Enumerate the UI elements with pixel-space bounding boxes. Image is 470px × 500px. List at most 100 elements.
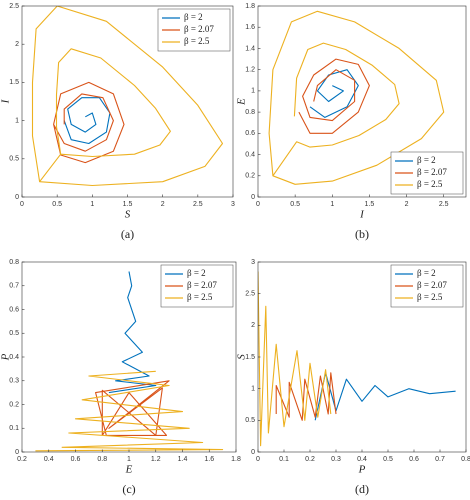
caption: (d) xyxy=(355,482,369,496)
x-tick-label: 0.5 xyxy=(383,456,393,463)
x-tick-label: 2 xyxy=(161,201,165,208)
trajectory xyxy=(95,380,170,436)
y-tick-label: 2.5 xyxy=(9,3,19,10)
y-axis-label: E xyxy=(236,98,248,106)
x-tick-label: 0.8 xyxy=(97,456,107,463)
plot-area xyxy=(31,6,224,187)
x-tick-label: 0.5 xyxy=(52,201,62,208)
axes-box xyxy=(257,5,467,198)
x-tick-label: 0.5 xyxy=(290,201,300,208)
trajectory xyxy=(35,370,224,452)
x-tick-label: 0.6 xyxy=(409,456,419,463)
legend-label: β = 2 xyxy=(417,268,436,278)
y-tick-label: 0.1 xyxy=(9,425,19,432)
plot-area xyxy=(35,271,224,452)
x-tick-label: 2.5 xyxy=(439,201,449,208)
legend: β = 2 β = 2.07 β = 2.5 xyxy=(390,151,464,195)
panel: 0 0.5 1 1.5 2 2.5 0 0.2 0.4 0.6 0.8 1 1.2 1.4 1.6 1.8 I E… xyxy=(236,3,467,241)
trajectory xyxy=(309,69,359,118)
panel: 0.2 0.4 0.6 0.8 1 1.2 1.4 1.6 1.8 0 0.1 0.2 0.3 0.4 0.… xyxy=(0,259,241,496)
legend-label: β = 2.5 xyxy=(417,292,443,302)
x-tick-label: 1.5 xyxy=(123,201,133,208)
y-tick-label: 2.5 xyxy=(245,291,255,298)
caption: (c) xyxy=(122,482,135,496)
x-tick-label: 0.2 xyxy=(17,456,27,463)
trajectory xyxy=(258,271,332,447)
x-axis-label: I xyxy=(359,209,365,221)
x-axis-label: S xyxy=(125,209,131,221)
y-tick-label: 0.5 xyxy=(9,330,19,337)
y-tick-label: 2 xyxy=(251,322,255,329)
y-tick-label: 1.8 xyxy=(245,3,255,10)
trajectory xyxy=(108,271,157,394)
trajectory xyxy=(63,97,111,145)
x-tick-label: 1.4 xyxy=(178,456,188,463)
x-axis-label: E xyxy=(125,464,133,476)
legend-label: β = 2.07 xyxy=(184,24,214,34)
legend-label: β = 2.07 xyxy=(187,280,217,290)
y-tick-label: 0.7 xyxy=(9,283,19,290)
x-tick-label: 0.3 xyxy=(331,456,341,463)
x-tick-label: 2 xyxy=(405,201,409,208)
legend-label: β = 2 xyxy=(184,12,203,22)
x-tick-label: 0.6 xyxy=(71,456,81,463)
y-tick-label: 0.8 xyxy=(245,109,255,116)
y-axis-label: I xyxy=(0,98,12,104)
legend-label: β = 2.5 xyxy=(417,179,443,189)
x-axis-label: P xyxy=(358,464,366,476)
x-tick-label: 0 xyxy=(20,201,24,208)
x-tick-label: 1 xyxy=(330,201,334,208)
legend-label: β = 2 xyxy=(417,155,436,165)
y-tick-label: 1 xyxy=(15,117,19,124)
legend: β = 2 β = 2.07 β = 2.5 xyxy=(157,8,231,52)
y-tick-label: 0 xyxy=(251,194,255,201)
y-tick-label: 0 xyxy=(251,449,255,456)
x-tick-label: 1.6 xyxy=(204,456,214,463)
trajectory xyxy=(53,81,125,164)
legend: β = 2 β = 2.07 β = 2.5 xyxy=(160,264,234,308)
y-tick-label: 0.5 xyxy=(245,417,255,424)
caption: (b) xyxy=(355,227,369,241)
plot-area xyxy=(258,271,456,447)
x-tick-label: 1.2 xyxy=(151,456,161,463)
x-tick-label: 2.5 xyxy=(193,201,203,208)
y-tick-label: 0.4 xyxy=(245,151,255,158)
legend-label: β = 2.5 xyxy=(184,36,210,46)
y-tick-label: 0.2 xyxy=(245,173,255,180)
y-tick-label: 1 xyxy=(251,386,255,393)
legend: β = 2 β = 2.07 β = 2.5 xyxy=(390,264,464,308)
legend-label: β = 2 xyxy=(187,268,206,278)
y-tick-label: 1.4 xyxy=(245,45,255,52)
y-tick-label: 0.6 xyxy=(9,306,19,313)
x-tick-label: 0 xyxy=(256,201,260,208)
y-tick-label: 0.8 xyxy=(9,259,19,266)
y-tick-label: 0.6 xyxy=(245,130,255,137)
panel: 0 0.5 1 1.5 2 2.5 300.511.522.5SI(a)β = 2β = 2… xyxy=(0,3,235,241)
y-tick-label: 0.2 xyxy=(9,401,19,408)
x-tick-label: 3 xyxy=(231,201,235,208)
x-tick-label: 0.2 xyxy=(305,456,315,463)
x-tick-label: 1.5 xyxy=(365,201,375,208)
x-tick-label: 0.4 xyxy=(44,456,54,463)
caption: (a) xyxy=(121,227,134,241)
x-tick-label: 0 xyxy=(256,456,260,463)
y-tick-label: 3 xyxy=(251,259,255,266)
x-tick-label: 0.1 xyxy=(279,456,289,463)
y-axis-label: P xyxy=(0,353,12,361)
x-tick-label: 0.7 xyxy=(435,456,445,463)
y-tick-label: 2 xyxy=(15,41,19,48)
plot-area xyxy=(268,10,445,185)
y-tick-label: 1.2 xyxy=(245,67,255,74)
legend-label: β = 2.07 xyxy=(417,167,447,177)
x-tick-label: 0.8 xyxy=(461,456,470,463)
y-tick-label: 1 xyxy=(251,88,255,95)
trajectory xyxy=(268,10,445,185)
panel: 0 0.1 0.2 0.3 0.4 0.5 0.6 0.7 0.8 0 0.5 1 1.5 2 2.5 3 P S… xyxy=(236,259,470,496)
x-tick-label: 1.8 xyxy=(231,456,241,463)
y-tick-label: 0.4 xyxy=(9,354,19,361)
x-tick-label: 1 xyxy=(127,456,131,463)
trajectory xyxy=(314,372,456,421)
y-tick-label: 1.6 xyxy=(245,24,255,31)
y-tick-label: 1.5 xyxy=(245,354,255,361)
